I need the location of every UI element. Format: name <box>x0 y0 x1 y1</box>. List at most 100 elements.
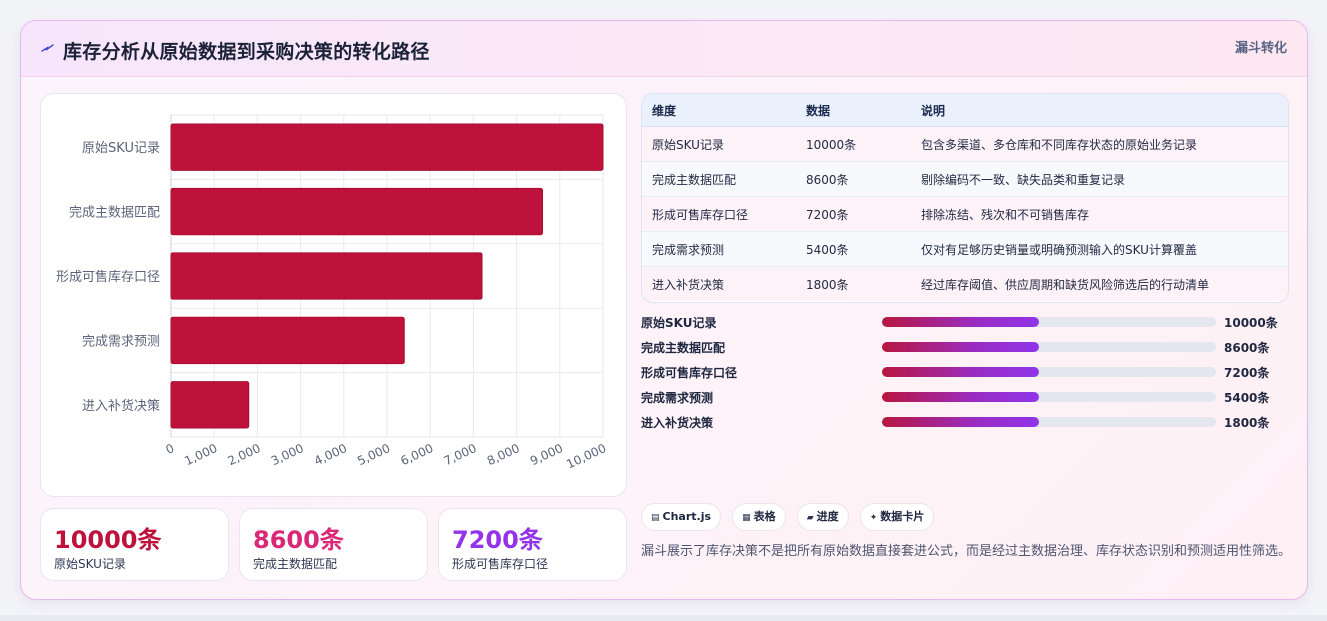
chip-label: 进度 <box>816 510 839 523</box>
table-header-row: 维度 数据 说明 <box>642 94 1288 127</box>
x-tick-label: 10,000 <box>564 441 608 471</box>
progress-value: 5400条 <box>1224 391 1270 405</box>
table-icon: ▦ <box>742 513 751 523</box>
dashboard-card: 库存分析从原始数据到采购决策的转化路径 漏斗转化 原始SKU记录 完成主数据匹配形… <box>20 20 1308 600</box>
x-tick-label: 1,000 <box>182 441 219 468</box>
sparkle-icon: ✦ <box>869 513 878 523</box>
progress-row: 原始SKU记录 10000条 <box>641 311 1287 336</box>
table-cell: 剔除编码不一致、缺失品类和重复记录 <box>911 161 1288 197</box>
y-tick-label: 形成可售库存口径 <box>56 269 160 285</box>
x-tick-label: 7,000 <box>442 441 479 468</box>
progress-value: 1800条 <box>1224 416 1270 430</box>
table-cell: 经过库存阈值、供应周期和缺货风险筛选后的行动清单 <box>911 266 1288 301</box>
chart-icon: ▤ <box>651 513 660 523</box>
data-table: 维度 数据 说明 原始SKU记录 10000条 包含多渠道、多仓库和不同库存状态… <box>641 93 1289 303</box>
card-header: 库存分析从原始数据到采购决策的转化路径 漏斗转化 <box>21 21 1307 77</box>
kpi-value: 7200条 <box>452 526 543 554</box>
progress-track <box>882 392 1216 402</box>
kpi-card-2: 8600条 完成主数据匹配 <box>239 508 428 581</box>
progress-value: 10000条 <box>1224 316 1278 330</box>
progress-fill <box>882 367 1039 377</box>
progress-label: 进入补货决策 <box>641 416 714 430</box>
progress-label: 原始SKU记录 <box>641 316 717 330</box>
progress-track <box>882 342 1216 352</box>
chip-progress[interactable]: ▰ 进度 <box>796 503 849 531</box>
progress-fill <box>882 392 1039 402</box>
table-cell: 包含多渠道、多仓库和不同库存状态的原始业务记录 <box>911 126 1288 162</box>
chip-row: ▤ Chart.js ▦ 表格 ▰ 进度 ✦ 数据卡片 <box>641 503 940 531</box>
progress-label: 形成可售库存口径 <box>641 366 738 380</box>
x-tick-label: 6,000 <box>398 441 435 468</box>
table-row: 进入补货决策 1800条 经过库存阈值、供应周期和缺货风险筛选后的行动清单 <box>642 266 1288 301</box>
progress-label: 完成需求预测 <box>641 391 714 405</box>
progress-track <box>882 367 1216 377</box>
y-tick-label: 完成需求预测 <box>82 334 160 349</box>
table-row: 形成可售库存口径 7200条 排除冻结、残次和不可销售库存 <box>642 196 1288 232</box>
header-tag: 漏斗转化 <box>1234 41 1287 56</box>
bar-1 <box>170 123 604 171</box>
table-cell: 进入补货决策 <box>642 266 796 301</box>
kpi-card-3: 7200条 形成可售库存口径 <box>438 508 627 581</box>
table-header-cell: 维度 <box>642 94 796 127</box>
bar-3 <box>170 252 483 300</box>
chip-label: Chart.js <box>662 510 712 523</box>
x-tick-label: 5,000 <box>355 441 392 468</box>
table-cell: 7200条 <box>796 196 911 232</box>
x-tick-label: 0 <box>163 441 176 457</box>
progress-list: 原始SKU记录 10000条 完成主数据匹配 8600条 形成可售库存口径 72… <box>641 311 1287 441</box>
page-title: 库存分析从原始数据到采购决策的转化路径 <box>63 41 430 63</box>
summary-text: 漏斗展示了库存决策不是把所有原始数据直接套进公式，而是经过主数据治理、库存状态识… <box>641 544 1292 559</box>
progress-value: 8600条 <box>1224 341 1270 355</box>
x-tick-label: 9,000 <box>528 441 565 468</box>
x-tick-label: 2,000 <box>226 441 263 468</box>
progress-fill <box>882 342 1039 352</box>
table-cell: 1800条 <box>796 266 911 301</box>
lightning-icon <box>41 44 54 52</box>
table-cell: 5400条 <box>796 231 911 267</box>
table-row: 完成需求预测 5400条 仅对有足够历史销量或明确预测输入的SKU计算覆盖 <box>642 231 1288 267</box>
chip-data-card[interactable]: ✦ 数据卡片 <box>859 503 935 531</box>
table-cell: 仅对有足够历史销量或明确预测输入的SKU计算覆盖 <box>911 231 1288 267</box>
progress-row: 完成需求预测 5400条 <box>641 386 1287 411</box>
table-row: 完成主数据匹配 8600条 剔除编码不一致、缺失品类和重复记录 <box>642 161 1288 197</box>
progress-track <box>882 317 1216 327</box>
table-cell: 形成可售库存口径 <box>642 196 796 232</box>
bar-chart-panel: 原始SKU记录完成主数据匹配形成可售库存口径完成需求预测 进入补货决策 0 1,000… <box>40 93 627 497</box>
table-header-cell: 数据 <box>796 94 911 127</box>
x-tick-label: 4,000 <box>312 441 349 468</box>
table-cell: 10000条 <box>796 126 911 162</box>
progress-icon: ▰ <box>806 513 814 523</box>
table-cell: 原始SKU记录 <box>642 126 796 162</box>
chip-table[interactable]: ▦ 表格 <box>732 503 786 531</box>
x-tick-label: 3,000 <box>269 441 306 468</box>
x-tick-label: 8,000 <box>485 441 522 468</box>
progress-row: 进入补货决策 1800条 <box>641 411 1287 436</box>
table-header-cell: 说明 <box>911 94 1288 127</box>
progress-row: 完成主数据匹配 8600条 <box>641 336 1287 361</box>
table-cell: 完成需求预测 <box>642 231 796 267</box>
kpi-value: 8600条 <box>253 526 344 554</box>
progress-row: 形成可售库存口径 7200条 <box>641 361 1287 386</box>
kpi-label: 原始SKU记录 <box>54 557 126 571</box>
y-tick-label: 完成主数据匹配 <box>69 206 160 221</box>
progress-track <box>882 417 1216 427</box>
kpi-label: 完成主数据匹配 <box>253 557 338 571</box>
chip-label: 数据卡片 <box>880 510 925 523</box>
y-tick-label: 进入补货决策 <box>82 398 160 414</box>
bar-4 <box>170 316 405 365</box>
progress-value: 7200条 <box>1224 366 1270 380</box>
table-cell: 8600条 <box>796 161 911 197</box>
bar-5 <box>170 381 250 429</box>
kpi-card-1: 10000条 原始SKU记录 <box>40 508 229 581</box>
chip-label: 表格 <box>753 510 776 523</box>
progress-label: 完成主数据匹配 <box>641 341 726 355</box>
progress-fill <box>882 417 1039 427</box>
kpi-value: 10000条 <box>54 526 162 554</box>
chip-chartjs[interactable]: ▤ Chart.js <box>641 503 722 531</box>
kpi-label: 形成可售库存口径 <box>452 557 549 571</box>
bar-2 <box>170 187 544 236</box>
table-cell: 完成主数据匹配 <box>642 161 796 197</box>
y-tick-label: 原始SKU记录 <box>82 141 160 156</box>
table-row: 原始SKU记录 10000条 包含多渠道、多仓库和不同库存状态的原始业务记录 <box>642 126 1288 162</box>
